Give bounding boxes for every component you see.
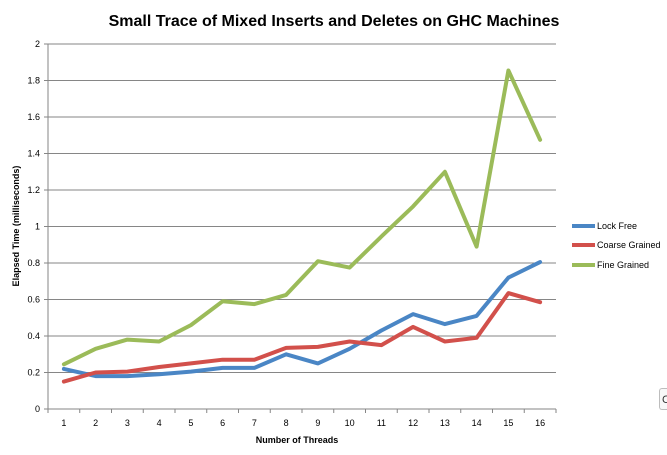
series-line-fine-grained [61,68,543,367]
y-tick-label: 1.4 [27,149,40,159]
y-axis-label: Elapsed Time (milliseconds) [11,166,21,287]
y-axis-ticks: 0 0.2 0.4 0.6 0.8 1 1.2 1.4 1.6 1.8 2 [27,39,48,414]
cut-off-label: C [659,388,667,410]
x-tick-label: 1 [61,418,66,428]
x-tick-label: 8 [284,418,289,428]
x-tick-label: 12 [408,418,418,428]
y-tick-label: 0 [35,404,40,414]
x-tick-label: 5 [188,418,193,428]
x-tick-label: 10 [345,418,355,428]
y-tick-label: 1.8 [27,76,40,86]
y-tick-label: 1 [35,222,40,232]
x-tick-label: 13 [440,418,450,428]
x-axis-ticks: 1 2 3 4 5 6 7 8 9 10 11 12 13 14 15 16 [47,409,557,428]
x-tick-label: 7 [252,418,257,428]
legend-label-lock-free: Lock Free [597,221,637,231]
series-line-coarse-grained [61,291,543,384]
y-tick-label: 0.2 [27,368,40,378]
y-tick-label: 1.6 [27,112,40,122]
x-tick-label: 11 [377,418,386,428]
x-tick-label: 4 [157,418,162,428]
x-tick-label: 14 [472,418,482,428]
y-tick-label: 2 [35,39,40,49]
y-tick-label: 1.2 [27,185,40,195]
x-tick-label: 15 [503,418,513,428]
legend-label-coarse-grained: Coarse Grained [597,240,661,250]
y-tick-label: 0.6 [27,295,40,305]
x-tick-label: 6 [220,418,225,428]
series-group [61,68,543,384]
x-axis-label: Number of Threads [256,435,339,445]
grid [48,43,556,373]
chart-title: Small Trace of Mixed Inserts and Deletes… [109,13,560,30]
x-tick-label: 2 [93,418,98,428]
x-tick-label: 9 [315,418,320,428]
x-tick-label: 3 [125,418,130,428]
legend-label-fine-grained: Fine Grained [597,260,649,270]
legend: Lock Free Coarse Grained Fine Grained [572,221,661,270]
y-tick-label: 0.4 [27,331,40,341]
series-line-lock-free [61,260,543,379]
x-tick-label: 16 [535,418,545,428]
y-tick-label: 0.8 [27,258,40,268]
